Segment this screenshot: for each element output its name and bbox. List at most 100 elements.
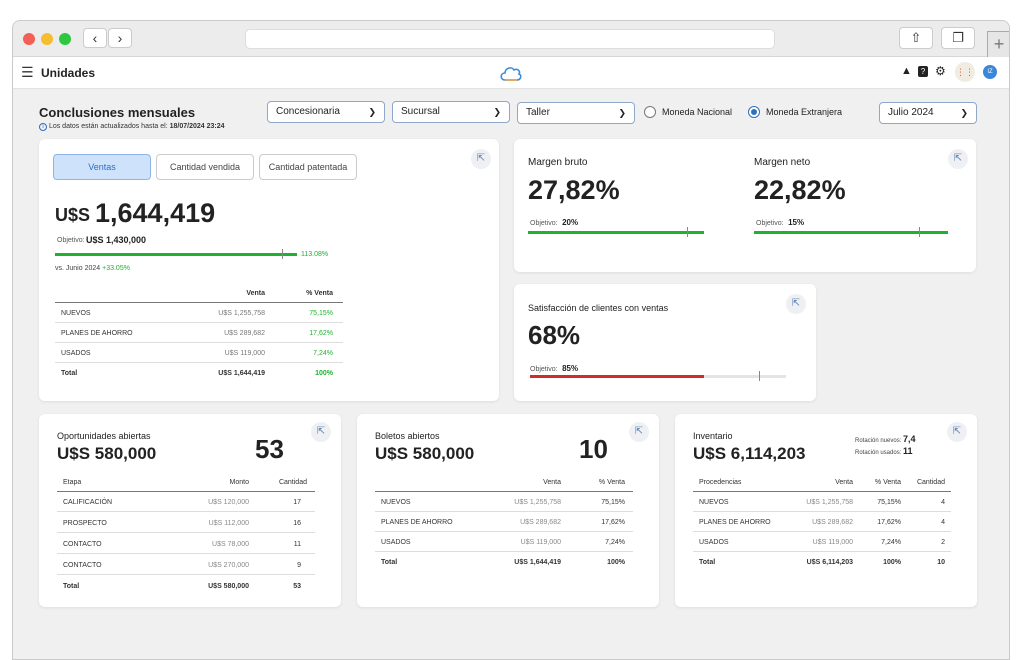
satisfaccion-fill	[530, 375, 705, 378]
table-row: CONTACTO U$S 270,000 9	[57, 555, 315, 575]
objective-label: Objetivo:	[756, 220, 784, 227]
gear-icon[interactable]: ⚙	[935, 64, 946, 78]
expand-icon[interactable]: ⇱	[629, 422, 649, 442]
tab-ventas[interactable]: Ventas	[53, 154, 151, 180]
cloud-logo-icon	[500, 67, 522, 81]
moneda-extranjera-label: Moneda Extranjera	[766, 107, 843, 117]
tabs-overview-button[interactable]: ❐	[941, 27, 975, 49]
cell-cant: 10	[937, 559, 945, 566]
satisfaccion-track	[530, 375, 786, 378]
select-value: Julio 2024	[888, 107, 934, 118]
help-icon[interactable]: ?	[918, 66, 928, 77]
table-row: CALIFICACIÓN U$S 120,000 17	[57, 492, 315, 512]
objective-marker	[759, 371, 760, 381]
taller-select[interactable]: Taller ❯	[517, 102, 635, 124]
select-value: Sucursal	[401, 106, 440, 117]
avatar[interactable]: IZ	[983, 65, 997, 79]
new-tab-button[interactable]: +	[987, 31, 1009, 57]
expand-icon[interactable]: ⇱	[311, 422, 331, 442]
cell-cant: 9	[297, 562, 301, 569]
cell-venta: U$S 119,000	[520, 539, 561, 546]
cell-pct: 17,62%	[309, 330, 333, 337]
margen-bruto-bar	[528, 231, 704, 234]
cell-name: Total	[63, 583, 80, 590]
cell-cant: 4	[941, 519, 945, 526]
ventas-currency: U$S	[55, 205, 91, 225]
cell-name: PLANES DE AHORRO	[61, 330, 133, 337]
compare-value: +33.05%	[102, 265, 130, 272]
table-row: PLANES DE AHORRO U$S 289,682 17,62% 4	[693, 512, 951, 532]
cell-cant: 2	[941, 539, 945, 546]
col-pct: % Venta	[306, 290, 333, 297]
moneda-nacional-radio[interactable]	[644, 106, 656, 118]
expand-icon[interactable]: ⇱	[948, 149, 968, 169]
chevron-down-icon: ❯	[368, 107, 376, 117]
objective-label: Objetivo:	[57, 237, 85, 244]
cell-pct: 100%	[607, 559, 625, 566]
boletos-title: Boletos abiertos	[375, 431, 440, 441]
cell-name: NUEVOS	[61, 310, 91, 317]
ventas-progress-track	[55, 253, 297, 256]
cell-name: Total	[699, 559, 716, 566]
cell-name: PLANES DE AHORRO	[699, 519, 771, 526]
cell-venta: U$S 289,682	[520, 519, 561, 526]
table-header: Venta % Venta	[55, 283, 343, 303]
satisfaccion-card: ⇱ Satisfacción de clientes con ventas 68…	[514, 284, 816, 401]
ventas-table: Venta % Venta NUEVOS U$S 1,255,758 75,15% P…	[55, 283, 343, 383]
cell-pct: 7,24%	[605, 539, 625, 546]
concesionaria-select[interactable]: Concesionaria ❯	[267, 101, 385, 123]
back-button[interactable]: ‹	[83, 28, 107, 48]
app-bar: ☰ Unidades ▲ ? ⚙ ⋮⋮ IZ	[13, 57, 1009, 89]
close-window-button[interactable]	[23, 33, 35, 45]
bell-icon[interactable]: ▲	[901, 65, 912, 77]
margen-neto-objective: 15%	[788, 218, 805, 227]
forward-button[interactable]: ›	[108, 28, 132, 48]
margen-bruto-value: 27,82%	[528, 175, 620, 205]
ventas-card: Ventas Cantidad vendida Cantidad patenta…	[39, 139, 499, 401]
col-cantidad: Cantidad	[916, 479, 945, 486]
maximize-window-button[interactable]	[59, 33, 71, 45]
satisfaccion-objective: 85%	[562, 364, 579, 373]
table-row: USADOS U$S 119,000 7,24%	[55, 343, 343, 363]
tab-cantidad-patentada[interactable]: Cantidad patentada	[259, 154, 357, 180]
sucursal-select[interactable]: Sucursal ❯	[392, 101, 510, 123]
browser-window: ‹ › ⇧ ❐ + ☰ Unidades ▲ ? ⚙ ⋮⋮ IZ Conclus…	[12, 20, 1010, 660]
dashboard-content: Conclusiones mensuales i Los datos están…	[13, 89, 1009, 659]
share-button[interactable]: ⇧	[899, 27, 933, 49]
expand-icon[interactable]: ⇱	[471, 149, 491, 169]
cell-monto: U$S 120,000	[208, 499, 249, 506]
update-note: i Los datos están actualizados hasta el:…	[39, 123, 225, 131]
tab-cantidad-vendida[interactable]: Cantidad vendida	[156, 154, 254, 180]
url-bar[interactable]	[245, 29, 775, 49]
table-row: NUEVOS U$S 1,255,758 75,15%	[375, 492, 633, 512]
cell-pct: 75,15%	[877, 499, 901, 506]
moneda-nacional-label: Moneda Nacional	[662, 107, 733, 117]
ventas-progress-fill	[55, 253, 297, 256]
oportunidades-count: 53	[255, 434, 284, 464]
objective-label: Objetivo:	[530, 366, 558, 373]
col-venta: Venta	[543, 479, 561, 486]
rotacion-usados-label: Rotación usados:	[855, 450, 902, 456]
moneda-extranjera-radio[interactable]	[748, 106, 760, 118]
expand-icon[interactable]: ⇱	[947, 422, 967, 442]
apps-grid-icon[interactable]: ⋮⋮	[955, 62, 975, 82]
col-monto: Monto	[229, 479, 249, 486]
table-total-row: Total U$S 6,114,203 100% 10	[693, 552, 951, 572]
expand-icon[interactable]: ⇱	[786, 294, 806, 314]
satisfaccion-value: 68%	[528, 320, 581, 350]
margen-bruto-objective: 20%	[562, 218, 579, 227]
margen-neto-label: Margen neto	[754, 157, 811, 168]
cell-venta: U$S 6,114,203	[806, 559, 853, 566]
minimize-window-button[interactable]	[41, 33, 53, 45]
table-row: USADOS U$S 119,000 7,24%	[375, 532, 633, 552]
month-select[interactable]: Julio 2024 ❯	[879, 102, 977, 124]
page-title: Conclusiones mensuales	[39, 105, 196, 120]
inventario-card: ⇱ Inventario U$S 6,114,203 Rotación nuev…	[675, 414, 977, 607]
inventario-title: Inventario	[693, 431, 733, 441]
cell-name: USADOS	[699, 539, 729, 546]
cell-venta: U$S 119,000	[224, 350, 265, 357]
menu-icon[interactable]: ☰	[21, 64, 34, 80]
chevron-down-icon: ❯	[960, 108, 968, 118]
update-date: 18/07/2024 23:24	[169, 123, 225, 130]
cell-name: PLANES DE AHORRO	[381, 519, 453, 526]
